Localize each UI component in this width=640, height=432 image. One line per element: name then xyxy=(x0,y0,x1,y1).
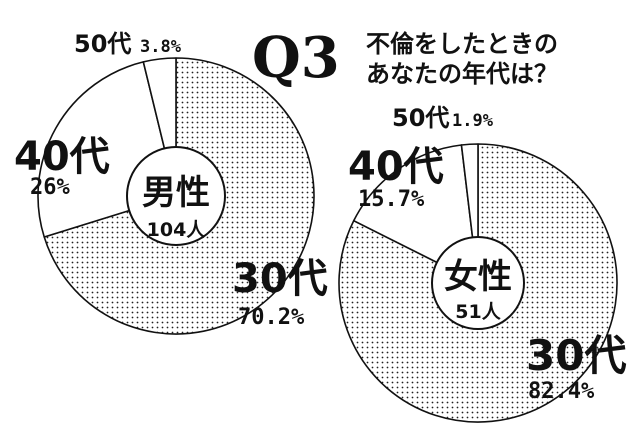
male-center-title: 男性 xyxy=(142,173,210,213)
male-slice-30s-label: 30代 xyxy=(232,256,328,302)
female-slice-30s-label: 30代 xyxy=(526,331,626,380)
female-center-circle xyxy=(431,236,525,330)
question-line-1: 不倫をしたときの xyxy=(366,30,558,58)
female-pie-chart: 女性 51人 30代 82.4% 40代 15.7% 50代 1.9% xyxy=(338,104,626,423)
male-slice-50s-label: 50代 xyxy=(74,30,131,58)
female-slice-30s-value: 82.4% xyxy=(528,379,595,404)
male-slice-30s-value: 70.2% xyxy=(238,305,305,330)
question-label: Q3 xyxy=(252,25,340,91)
female-center-title: 女性 xyxy=(444,257,512,297)
male-slice-40s-label: 40代 xyxy=(14,134,110,180)
female-slice-40s-label: 40代 xyxy=(348,144,444,190)
female-slice-50s-value: 1.9% xyxy=(452,111,494,131)
female-slice-40s-value: 15.7% xyxy=(358,187,425,212)
male-slice-40s-value: 26% xyxy=(30,175,70,200)
male-center-circle xyxy=(126,146,226,246)
female-center-count: 51人 xyxy=(455,301,501,323)
female-slice-50s-label: 50代 xyxy=(392,104,449,132)
question-line-2: あなたの年代は？ xyxy=(366,60,558,88)
male-pie-chart: 男性 104人 30代 70.2% 40代 26% 50代 3.8% xyxy=(14,30,328,335)
male-slice-50s-value: 3.8% xyxy=(140,37,182,57)
male-center-count: 104人 xyxy=(147,219,207,241)
